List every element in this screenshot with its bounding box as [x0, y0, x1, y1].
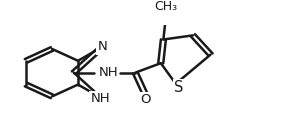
Text: S: S [174, 80, 184, 95]
Text: NH: NH [91, 92, 110, 105]
Text: N: N [98, 40, 107, 53]
Text: O: O [140, 93, 151, 106]
Text: CH₃: CH₃ [154, 0, 178, 13]
Text: NH: NH [98, 66, 118, 79]
